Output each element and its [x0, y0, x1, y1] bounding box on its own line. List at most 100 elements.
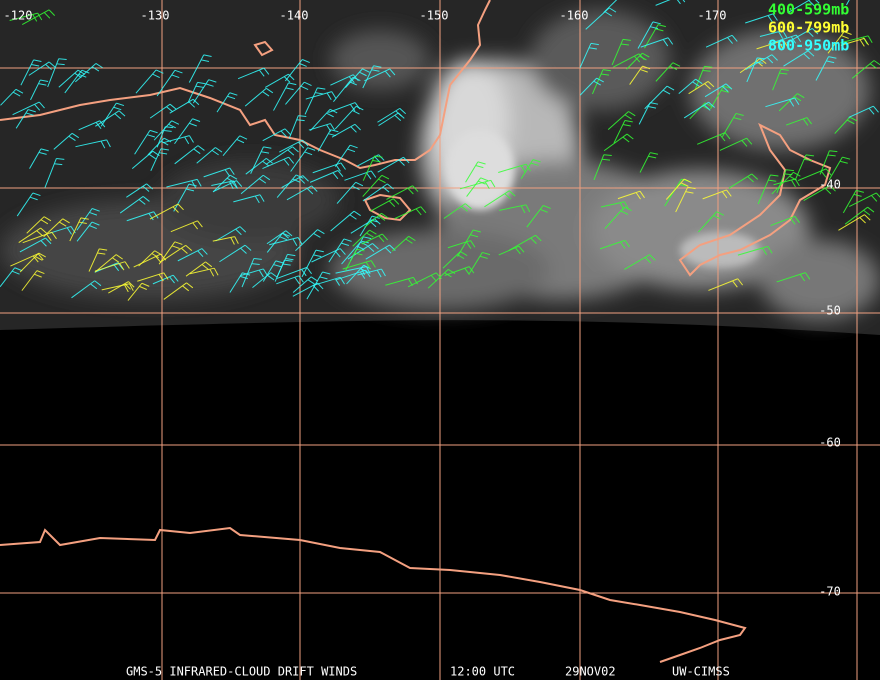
wind-barb	[447, 240, 476, 249]
wind-barb	[245, 158, 273, 175]
wind-barb	[336, 181, 364, 204]
wind-barb	[19, 237, 52, 253]
wind-barb	[292, 276, 319, 293]
wind-barb	[629, 65, 651, 85]
wind-barb	[43, 218, 70, 238]
wind-barb	[150, 148, 169, 171]
wind-barb	[292, 282, 324, 297]
wind-barb	[187, 81, 206, 104]
wind-barb	[613, 53, 645, 68]
wind-barb	[603, 133, 634, 152]
wind-barb	[147, 137, 172, 156]
wind-barb	[756, 39, 789, 50]
wind-barb	[765, 97, 800, 108]
footer-time: 12:00 UTC	[450, 665, 515, 679]
wind-barb	[240, 174, 271, 195]
wind-barb	[848, 105, 879, 118]
wind-barb	[331, 123, 361, 138]
wind-barb	[591, 69, 611, 95]
wind-barb	[95, 110, 126, 127]
wind-barb	[328, 238, 352, 263]
wind-barb	[362, 155, 383, 181]
wind-barb	[94, 261, 130, 272]
wind-barb	[284, 59, 310, 82]
wind-barb	[498, 245, 525, 256]
wind-barb	[138, 250, 162, 267]
wind-barb	[286, 185, 318, 201]
wind-barb	[708, 278, 744, 291]
footer-product: GMS-5 INFRARED-CLOUD DRIFT WINDS	[126, 665, 357, 679]
wind-barb	[262, 156, 295, 170]
latitude-label: -40	[819, 178, 841, 192]
wind-barb	[237, 67, 270, 80]
wind-barb	[362, 174, 390, 197]
legend-entry: 600-799mb	[768, 19, 849, 37]
wind-barb	[644, 85, 675, 110]
wind-barb	[211, 180, 238, 190]
wind-barb	[16, 192, 41, 217]
wind-barb	[75, 63, 103, 83]
wind-barb	[196, 147, 223, 164]
wind-barb	[737, 245, 773, 256]
wind-barb	[638, 102, 659, 125]
wind-barb	[0, 88, 24, 106]
wind-barb	[174, 145, 205, 165]
wind-barb	[386, 185, 419, 200]
wind-barb	[308, 123, 336, 132]
wind-barb	[639, 152, 659, 173]
wind-barb	[153, 120, 180, 141]
wind-barb	[76, 208, 100, 231]
wind-barb	[444, 266, 475, 276]
wind-barb	[352, 229, 377, 247]
wind-barb	[276, 275, 304, 285]
longitude-label: -160	[560, 9, 589, 23]
wind-barb	[579, 42, 599, 69]
wind-barb	[443, 203, 472, 219]
wind-barb	[844, 206, 875, 225]
longitude-label: -120	[4, 9, 33, 23]
wind-barb	[702, 189, 732, 200]
wind-barb	[611, 38, 631, 66]
wind-barb	[69, 217, 89, 242]
wind-barb	[362, 65, 382, 89]
wind-barb	[377, 156, 410, 173]
wind-barb	[163, 282, 194, 300]
wind-barb	[579, 77, 604, 96]
wind-barb	[94, 254, 123, 273]
clouds	[0, 10, 880, 320]
wind-barb	[705, 34, 738, 48]
wind-barb	[21, 9, 56, 25]
wind-barb	[704, 83, 733, 98]
wind-barb	[215, 226, 247, 242]
wind-barb	[842, 189, 865, 214]
wind-barb	[778, 93, 805, 112]
wind-barb	[688, 81, 715, 95]
wind-barb	[162, 135, 194, 145]
wind-barb	[71, 280, 102, 299]
wind-barb	[357, 268, 386, 278]
wind-barb	[499, 204, 531, 214]
wind-barb	[776, 272, 811, 283]
wind-barb	[526, 205, 551, 228]
wind-barb	[787, 0, 820, 14]
wind-barb	[30, 79, 49, 101]
wind-barb	[640, 37, 674, 48]
wind-barb	[216, 92, 238, 113]
wind-barb	[18, 227, 47, 243]
wind-barb	[347, 243, 379, 260]
legend-entry: 400-599mb	[768, 1, 849, 19]
wind-barb	[624, 254, 656, 270]
wind-barb	[771, 171, 801, 195]
wind-barb	[78, 120, 106, 131]
wind-barb	[305, 91, 337, 101]
wind-barb	[15, 109, 36, 129]
wind-barb	[177, 248, 208, 262]
wind-barb	[697, 211, 725, 233]
wind-barb	[76, 221, 100, 242]
wind-barb	[262, 128, 291, 142]
wind-barb	[285, 81, 312, 105]
wind-barb	[219, 244, 252, 263]
wind-barb	[174, 118, 201, 145]
